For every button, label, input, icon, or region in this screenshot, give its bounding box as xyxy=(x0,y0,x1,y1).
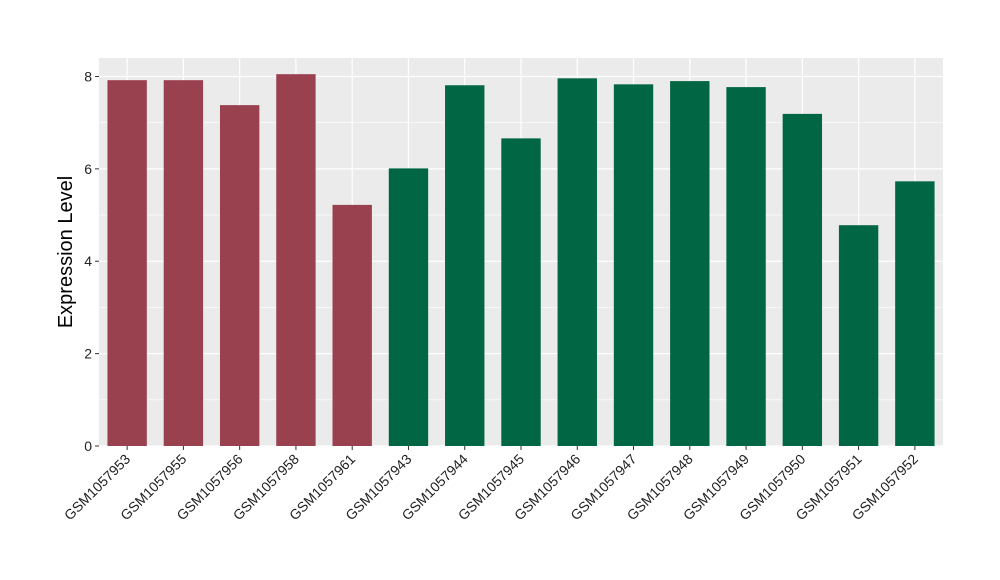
y-tick-label: 2 xyxy=(84,346,92,362)
bar-GSM1057952 xyxy=(895,181,935,447)
y-axis-title: Expression Level xyxy=(55,176,77,328)
bar-GSM1057947 xyxy=(613,84,654,446)
bars xyxy=(107,74,935,447)
bar-GSM1057943 xyxy=(388,168,429,446)
bar-GSM1057945 xyxy=(501,138,541,446)
bar-GSM1057955 xyxy=(163,80,204,447)
y-tick-label: 0 xyxy=(84,438,92,454)
bar-GSM1057953 xyxy=(107,80,147,447)
y-tick-label: 6 xyxy=(84,161,92,177)
bar-GSM1057958 xyxy=(276,74,316,447)
bar-GSM1057949 xyxy=(726,87,766,446)
bar-GSM1057961 xyxy=(332,204,372,446)
bar-GSM1057951 xyxy=(838,225,879,446)
y-tick-label: 4 xyxy=(84,253,92,269)
bar-GSM1057948 xyxy=(670,81,710,446)
bar-GSM1057956 xyxy=(219,105,260,446)
bar-GSM1057946 xyxy=(557,78,597,447)
bar-GSM1057950 xyxy=(782,113,823,446)
bar-GSM1057944 xyxy=(445,85,485,446)
y-tick-label: 8 xyxy=(84,68,92,84)
